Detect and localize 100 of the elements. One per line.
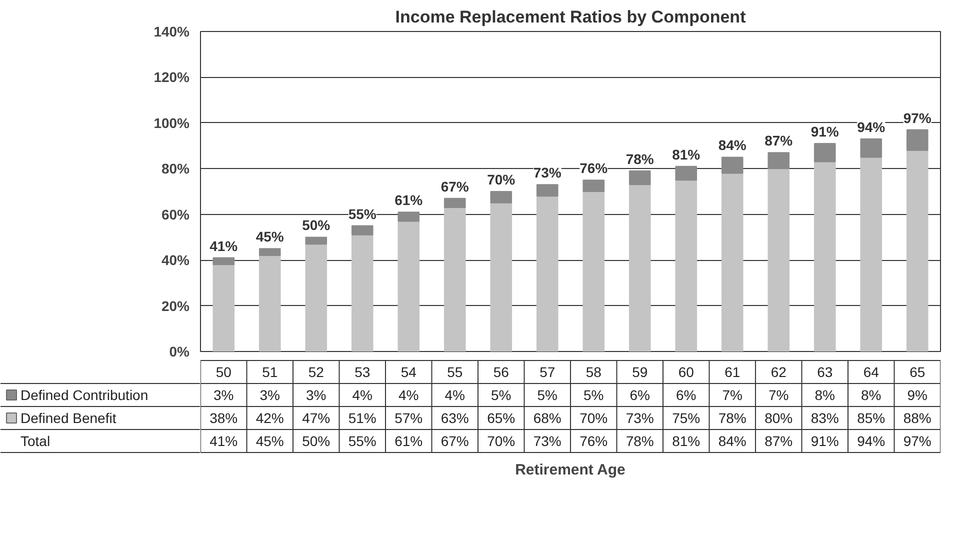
text: 87% (764, 433, 793, 449)
bar (258, 255, 281, 352)
data-label: 42% (256, 410, 284, 426)
x-tick-label: 55 (447, 364, 463, 380)
bar (398, 212, 420, 222)
data-label: 9% (907, 387, 928, 403)
x-tick-label: 57 (540, 364, 556, 380)
bar (628, 184, 651, 352)
data-label: 5% (537, 387, 558, 403)
bar (305, 244, 328, 352)
bar (536, 184, 558, 197)
data-label: 47% (302, 410, 330, 426)
text: 94% (857, 433, 886, 449)
total-label: 70% (487, 172, 516, 188)
data-label: 3% (306, 387, 326, 403)
data-label: 7% (722, 387, 742, 403)
chart-title: Income Replacement Ratios by Component (395, 8, 746, 26)
bar (768, 168, 790, 352)
x-tick-label: 60 (678, 364, 694, 380)
text: 50% (302, 433, 330, 449)
data-label: 63% (440, 410, 469, 426)
y-tick-label: 120% (154, 69, 190, 86)
x-tick-label: 51 (262, 364, 278, 380)
bar (675, 180, 698, 352)
bar (768, 152, 790, 170)
y-tick-label: 20% (161, 298, 190, 314)
total-label: 94% (857, 118, 886, 135)
text: 73% (533, 433, 562, 449)
bar (814, 143, 836, 162)
data-label: 6% (676, 387, 696, 403)
data-label: 65% (487, 410, 516, 426)
bar (814, 161, 836, 352)
bar (212, 264, 235, 352)
x-tick-label: 65 (910, 364, 926, 380)
data-label: 68% (533, 410, 562, 426)
text: Total (20, 433, 50, 449)
total-label: 45% (256, 228, 284, 245)
text: 91% (810, 433, 839, 449)
y-tick-label: 140% (154, 24, 190, 40)
y-tick-label: 60% (161, 206, 190, 222)
text: 76% (580, 433, 608, 449)
data-label: 4% (444, 387, 465, 403)
total-label: 76% (580, 160, 608, 176)
bar (398, 220, 420, 352)
x-tick-label: 62 (770, 364, 787, 380)
data-label: 88% (903, 410, 932, 426)
bar (490, 202, 512, 352)
data-label: 4% (398, 387, 419, 403)
text: 97% (903, 433, 932, 449)
y-tick-label: 0% (169, 344, 190, 360)
data-label: 70% (580, 410, 608, 426)
total-label: 55% (348, 206, 377, 222)
bar (444, 198, 466, 208)
x-tick-label: 53 (354, 364, 370, 380)
data-label: 3% (214, 387, 234, 403)
data-label: 75% (672, 410, 700, 426)
data-label: 85% (857, 410, 886, 426)
data-label: 4% (352, 387, 372, 403)
bar (860, 138, 882, 158)
total-label: 91% (810, 124, 840, 140)
bar (860, 156, 882, 352)
data-label: 6% (630, 387, 650, 403)
bar (582, 180, 605, 192)
text: 41% (210, 433, 238, 449)
bar (212, 257, 235, 266)
x-tick-label: 61 (724, 364, 740, 380)
x-tick-label: 63 (817, 364, 833, 380)
text: 67% (440, 433, 469, 449)
data-label: 8% (814, 387, 835, 403)
bar (536, 196, 558, 352)
data-label: 8% (861, 387, 882, 403)
total-label: 61% (394, 192, 424, 208)
total-label: 78% (626, 150, 654, 167)
data-label: 51% (348, 410, 376, 426)
total-label: 87% (764, 132, 794, 149)
total-label: 41% (210, 238, 238, 254)
text: 55% (348, 433, 376, 449)
bar (490, 191, 512, 204)
data-label: 73% (626, 410, 654, 426)
x-tick-label: 56 (493, 364, 510, 380)
data-label: 78% (718, 410, 746, 426)
data-label: 57% (394, 410, 423, 426)
text: 70% (487, 433, 516, 449)
total-label: 67% (440, 178, 470, 194)
x-tick-label: 50 (216, 364, 232, 380)
data-label: 83% (810, 410, 839, 426)
x-tick-label: 54 (400, 364, 417, 380)
total-label: 81% (672, 146, 701, 162)
data-label: 3% (260, 387, 280, 403)
x-tick-label: 52 (308, 364, 324, 380)
bar (258, 248, 281, 256)
bar (351, 234, 374, 352)
legend-label: Defined Benefit (20, 410, 116, 426)
text: 61% (394, 433, 423, 449)
total-label: 50% (302, 217, 331, 234)
bar (305, 236, 328, 245)
bar (351, 225, 374, 236)
text: 81% (672, 433, 700, 449)
text: Retirement Age (515, 462, 626, 478)
x-tick-label: 64 (863, 364, 880, 380)
